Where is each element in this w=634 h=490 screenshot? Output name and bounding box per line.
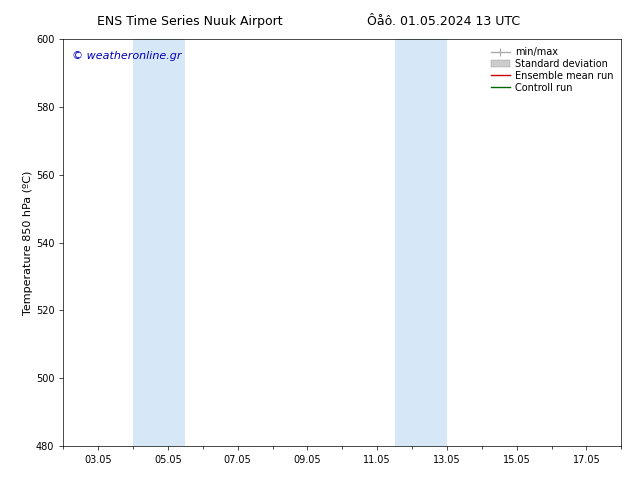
Text: ENS Time Series Nuuk Airport: ENS Time Series Nuuk Airport	[98, 15, 283, 28]
Text: © weatheronline.gr: © weatheronline.gr	[72, 51, 181, 61]
Bar	[394, 39, 447, 446]
Bar	[133, 39, 185, 446]
Legend: min/max, Standard deviation, Ensemble mean run, Controll run: min/max, Standard deviation, Ensemble me…	[488, 44, 616, 96]
Text: Ôåô. 01.05.2024 13 UTC: Ôåô. 01.05.2024 13 UTC	[367, 15, 521, 28]
Y-axis label: Temperature 850 hPa (ºC): Temperature 850 hPa (ºC)	[23, 171, 33, 315]
